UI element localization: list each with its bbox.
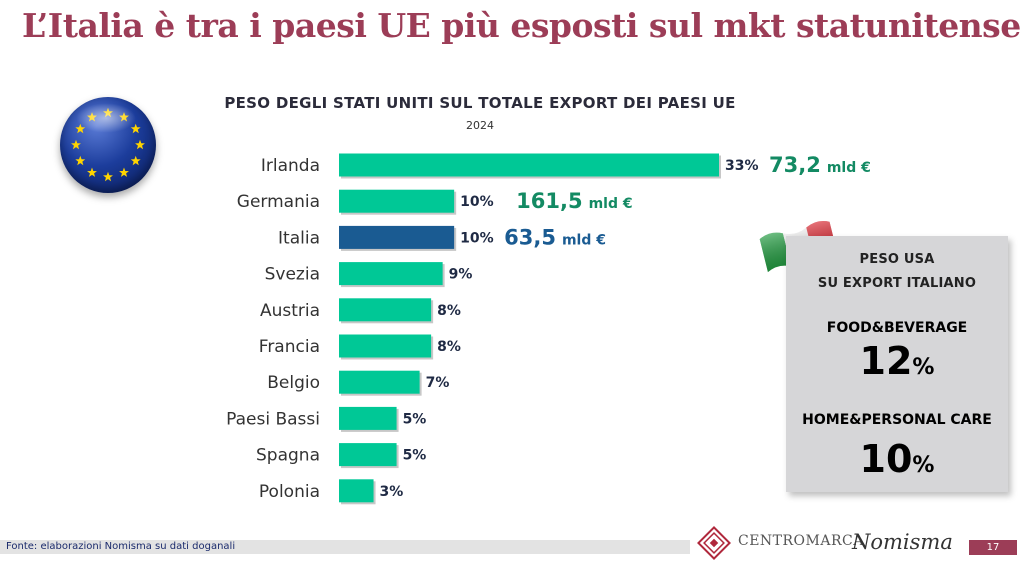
annotation-value: 161,5 — [516, 189, 582, 213]
eu-star-icon — [75, 155, 86, 166]
value-label: 8% — [437, 339, 461, 355]
eu-star-icon — [71, 139, 81, 150]
panel-value-food: 12% — [786, 339, 1008, 383]
value-label: 8% — [437, 303, 461, 319]
panel-category-home: HOME&PERSONAL CARE — [802, 412, 992, 428]
value-label: 5% — [403, 411, 427, 427]
category-label: Germania — [237, 192, 320, 212]
bar-spagna — [339, 443, 397, 467]
centromarca-logo-icon — [697, 526, 731, 560]
source-note: Fonte: elaborazioni Nomisma su dati doga… — [6, 541, 236, 552]
eu-flag-icon — [60, 97, 156, 193]
annotation-italia: 63,5 mld € — [504, 225, 606, 249]
eu-star-icon — [130, 123, 141, 134]
category-label: Irlanda — [261, 156, 320, 176]
category-label: Svezia — [265, 265, 320, 285]
bar-francia — [339, 334, 432, 358]
annotation-unit: mld € — [562, 232, 606, 248]
page-title: L’Italia è tra i paesi UE più esposti su… — [22, 6, 1021, 45]
category-label: Austria — [260, 301, 320, 321]
value-label: 3% — [380, 484, 404, 500]
category-label: Polonia — [259, 482, 320, 502]
bar-paesi-bassi — [339, 406, 397, 430]
value-label: 7% — [426, 375, 450, 391]
annotation-germania: 161,5 mld € — [516, 189, 632, 213]
annotation-value: 63,5 — [504, 225, 556, 249]
value-label: 10% — [460, 194, 494, 210]
eu-star-icon — [119, 167, 129, 177]
panel-value-home-unit: % — [912, 453, 935, 478]
category-label: Paesi Bassi — [226, 409, 320, 429]
panel-value-home-number: 10 — [859, 437, 913, 481]
panel-category-food: FOOD&BEVERAGE — [826, 320, 968, 336]
bar-germania — [339, 189, 455, 213]
bar-austria — [339, 298, 432, 322]
annotation-unit: mld € — [589, 196, 633, 212]
category-label: Italia — [278, 228, 320, 248]
eu-star-icon — [135, 139, 145, 150]
chart-title: PESO DEGLI STATI UNITI SUL TOTALE EXPORT… — [224, 94, 736, 112]
eu-star-icon — [103, 171, 113, 182]
category-label: Spagna — [256, 446, 320, 466]
annotation-unit: mld € — [827, 160, 871, 176]
annotation-value: 73,2 — [769, 153, 821, 177]
value-label: 33% — [725, 158, 759, 174]
panel-title-line2: SU EXPORT ITALIANO — [817, 276, 977, 291]
bar-polonia — [339, 479, 374, 503]
bar-belgio — [339, 370, 420, 394]
value-label: 5% — [403, 448, 427, 464]
category-label: Belgio — [267, 373, 320, 393]
us-share-panel: PESO USA SU EXPORT ITALIANO FOOD&BEVERAG… — [786, 236, 1008, 492]
panel-value-home: 10% — [786, 437, 1008, 481]
footer-bar — [0, 540, 690, 554]
bar-irlanda — [339, 153, 719, 177]
value-label: 9% — [449, 267, 473, 283]
bar-svezia — [339, 262, 443, 286]
panel-value-food-number: 12 — [859, 339, 913, 383]
annotation-irlanda: 73,2 mld € — [769, 153, 871, 177]
panel-value-food-unit: % — [912, 355, 935, 380]
category-label: Francia — [259, 337, 320, 357]
bar-italia — [339, 225, 455, 249]
panel-title-line1: PESO USA — [859, 252, 935, 267]
centromarca-logo-text: CENTROMARCA — [738, 533, 864, 549]
chart-subtitle: 2024 — [466, 119, 494, 132]
eu-star-icon — [87, 167, 97, 177]
page-number: 17 — [969, 540, 1017, 555]
value-label: 10% — [460, 230, 494, 246]
eu-star-icon — [75, 123, 86, 134]
eu-star-icon — [130, 155, 141, 166]
nomisma-logo: Nomisma — [852, 530, 953, 554]
